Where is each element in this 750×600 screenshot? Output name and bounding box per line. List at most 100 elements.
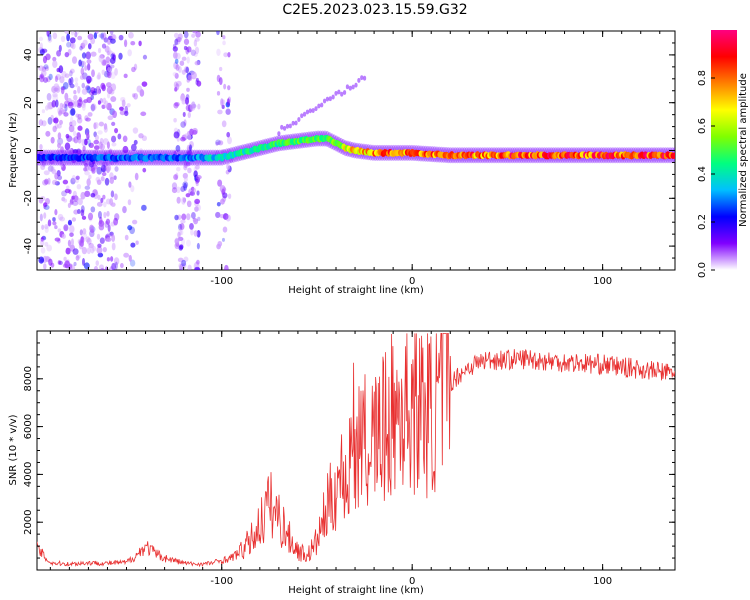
heatmap-cell xyxy=(77,125,83,131)
heatmap-cell xyxy=(81,139,86,147)
heatmap-cell xyxy=(225,169,230,175)
heatmap-cell xyxy=(82,39,88,46)
heatmap-cell xyxy=(52,32,58,40)
heatmap-cell xyxy=(107,39,111,45)
heatmap-cell xyxy=(82,72,88,80)
heatmap-cell xyxy=(72,130,77,137)
heatmap-cell xyxy=(105,218,111,225)
heatmap-cell xyxy=(57,213,64,221)
colorbar-tick-label: 0.8 xyxy=(697,70,708,86)
heatmap-cell xyxy=(74,100,79,107)
heatmap-cell xyxy=(99,237,105,244)
heatmap-cell xyxy=(107,115,114,121)
heatmap-cell xyxy=(129,259,136,267)
heatmap-cell xyxy=(104,45,110,53)
heatmap-cell xyxy=(52,217,56,222)
heatmap-cell xyxy=(131,219,138,225)
heatmap-cell xyxy=(176,166,181,172)
heatmap-cell xyxy=(42,179,48,186)
heatmap-cell xyxy=(180,186,186,192)
heatmap-cell xyxy=(78,59,82,67)
heatmap-cell xyxy=(186,56,190,64)
spectrogram-plot: -100 0 100 -40 -20 0 20 40 Height of straight … xyxy=(8,30,676,296)
heatmap-cell xyxy=(196,242,200,250)
heatmap-cell xyxy=(57,238,61,244)
heatmap-cell xyxy=(195,31,201,38)
heatmap-cell xyxy=(114,67,118,76)
heatmap-cell xyxy=(111,234,116,242)
heatmap-cell xyxy=(75,255,80,261)
heatmap-cell xyxy=(61,190,67,197)
heatmap-cell xyxy=(101,43,107,49)
heatmap-cell xyxy=(172,71,178,77)
heatmap-cell xyxy=(55,73,62,80)
heatmap-cell xyxy=(104,177,110,186)
heatmap-cell xyxy=(173,118,177,123)
colorbar-ticks: 0.0 0.2 0.4 0.6 0.8 xyxy=(697,70,715,278)
heatmap-cell xyxy=(183,38,190,45)
heatmap-cell xyxy=(186,87,190,92)
heatmap-cell xyxy=(87,63,91,71)
heatmap-cell xyxy=(128,254,132,262)
heatmap-cell xyxy=(180,219,186,224)
heatmap-cell xyxy=(130,41,136,46)
heatmap-cell xyxy=(227,136,232,145)
heatmap-cell xyxy=(81,258,86,266)
heatmap-cell xyxy=(52,92,58,98)
heatmap-cell xyxy=(100,197,104,204)
colorbar: 0.0 0.2 0.4 0.6 0.8 Normalized spectral ampl… xyxy=(697,30,749,278)
heatmap-cell xyxy=(90,94,94,101)
heatmap-cell xyxy=(222,40,226,46)
heatmap-cell xyxy=(194,266,201,270)
heatmap-cell xyxy=(43,212,47,219)
heatmap-cell xyxy=(75,175,80,180)
heatmap-cell xyxy=(178,262,185,269)
heatmap-cell xyxy=(44,178,49,185)
heatmap-cell xyxy=(194,260,200,268)
heatmap-cell xyxy=(219,185,226,193)
heatmap-cell xyxy=(44,241,49,247)
heatmap-cell xyxy=(308,108,312,114)
heatmap-cell xyxy=(196,230,201,238)
bottom-x-axis-label: Height of straight line (km) xyxy=(288,585,424,596)
top-x-axis-label: Height of straight line (km) xyxy=(288,285,424,296)
heatmap-cell xyxy=(39,144,43,151)
heatmap-cell xyxy=(71,42,76,50)
heatmap-cell xyxy=(141,135,147,142)
heatmap-cell xyxy=(111,142,117,147)
top-x-ticks: -100 0 100 xyxy=(49,31,661,287)
heatmap-cell xyxy=(186,46,192,53)
heatmap-cell xyxy=(85,236,91,243)
heatmap-cell xyxy=(114,127,119,134)
heatmap-cell xyxy=(123,252,130,258)
heatmap-cell xyxy=(142,54,148,60)
heatmap-cell xyxy=(187,167,192,174)
heatmap-cell xyxy=(102,247,107,253)
heatmap-cell xyxy=(185,161,191,167)
heatmap-cell xyxy=(72,149,79,154)
heatmap-cell xyxy=(216,48,221,56)
heatmap-cell xyxy=(46,102,52,110)
heatmap-cell xyxy=(103,123,108,130)
heatmap-cell xyxy=(185,66,189,74)
heatmap-cell xyxy=(220,198,225,205)
heatmap-cell xyxy=(345,84,350,90)
heatmap-cell xyxy=(41,224,45,230)
heatmap-cell xyxy=(58,110,63,116)
heatmap-cell xyxy=(84,139,88,145)
heatmap-cell xyxy=(53,83,60,91)
heatmap-cell xyxy=(217,240,223,247)
heatmap-cell xyxy=(77,197,83,206)
heatmap-cell xyxy=(227,51,231,58)
heatmap-cell xyxy=(77,85,81,94)
heatmap-cell xyxy=(85,132,90,138)
heatmap-cell xyxy=(226,163,230,170)
heatmap-cell xyxy=(195,174,202,180)
heatmap-cell xyxy=(113,175,117,181)
heatmap-cell xyxy=(187,134,192,141)
heatmap-cell xyxy=(57,260,61,265)
heatmap-cell xyxy=(280,124,284,130)
heatmap-cell xyxy=(177,236,184,241)
heatmap-cell xyxy=(98,223,105,231)
heatmap-cell xyxy=(120,263,124,269)
